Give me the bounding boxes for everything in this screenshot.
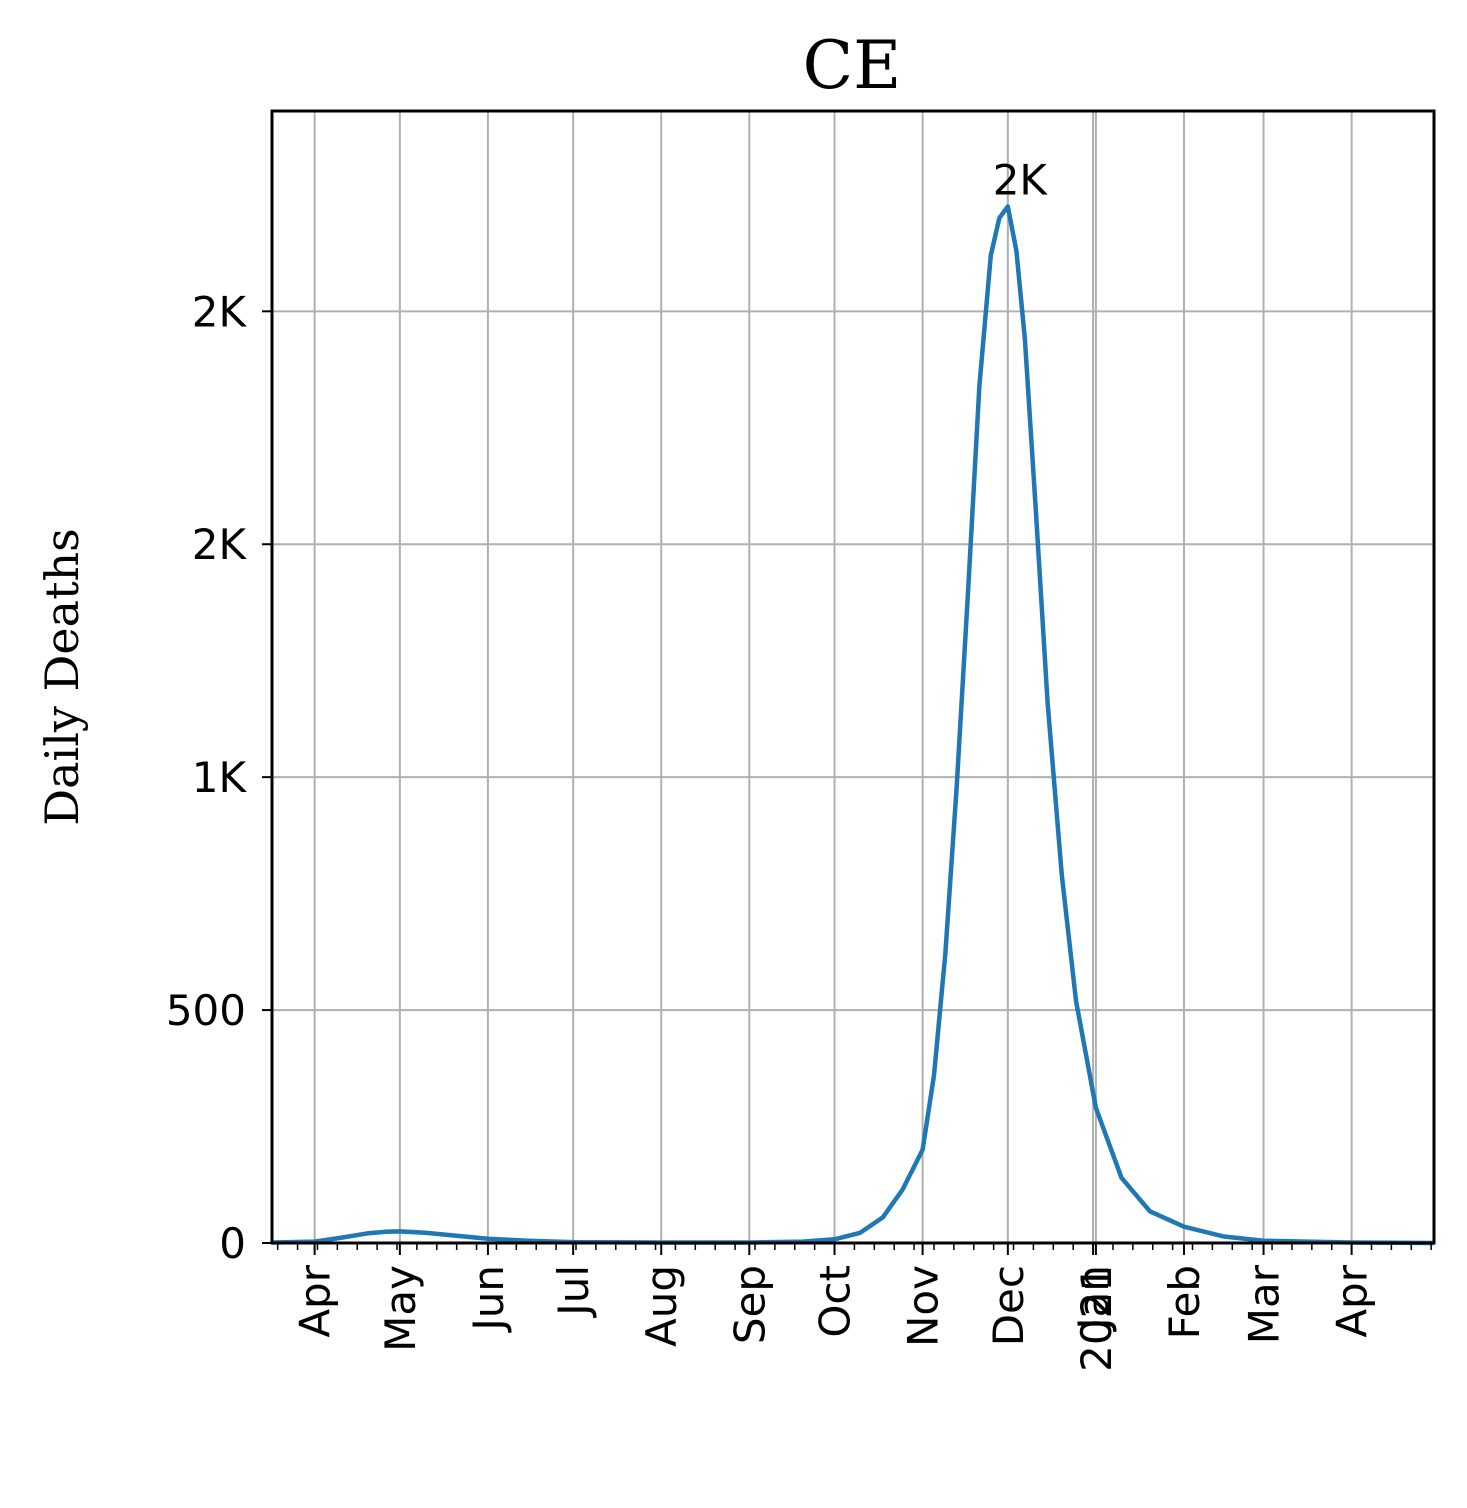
x-tick-label: Apr [291, 1264, 340, 1337]
x-tick-label: Jul [549, 1265, 598, 1319]
x-tick-label: Feb [1160, 1265, 1209, 1339]
x-tick-label: Aug [637, 1265, 686, 1347]
grid [272, 111, 1434, 1244]
y-axis-label: Daily Deaths [35, 528, 89, 826]
chart-title: CE [803, 27, 902, 104]
y-tick-label: 2K [192, 287, 248, 336]
x-tick-label: 2021 [1072, 1265, 1121, 1372]
series-layer [271, 204, 1435, 1246]
x-tick-label: Nov [899, 1265, 948, 1347]
plot-frame [270, 109, 1436, 1245]
x-tick-label: Sep [725, 1265, 774, 1344]
x-tick-label: Jun [464, 1265, 513, 1334]
x-tick-label: Oct [811, 1265, 860, 1338]
x-tick-label: Apr [1328, 1264, 1377, 1337]
y-tick-label: 1K [192, 753, 248, 802]
x-tick-label: Dec [984, 1265, 1033, 1346]
y-tick-label: 2K [192, 520, 248, 569]
x-tick-label: May [376, 1265, 425, 1352]
y-axis: 0 500 1K 2K 2K [166, 287, 272, 1268]
series-line [271, 204, 1435, 1246]
x-tick-label: Mar [1240, 1264, 1289, 1344]
peak-label: 2K [993, 155, 1049, 204]
y-tick-label: 500 [166, 986, 246, 1035]
y-tick-label: 0 [219, 1219, 246, 1268]
x-tick-label: Jan [1069, 1265, 1118, 1333]
annotation-layer: 2K [993, 155, 1049, 204]
